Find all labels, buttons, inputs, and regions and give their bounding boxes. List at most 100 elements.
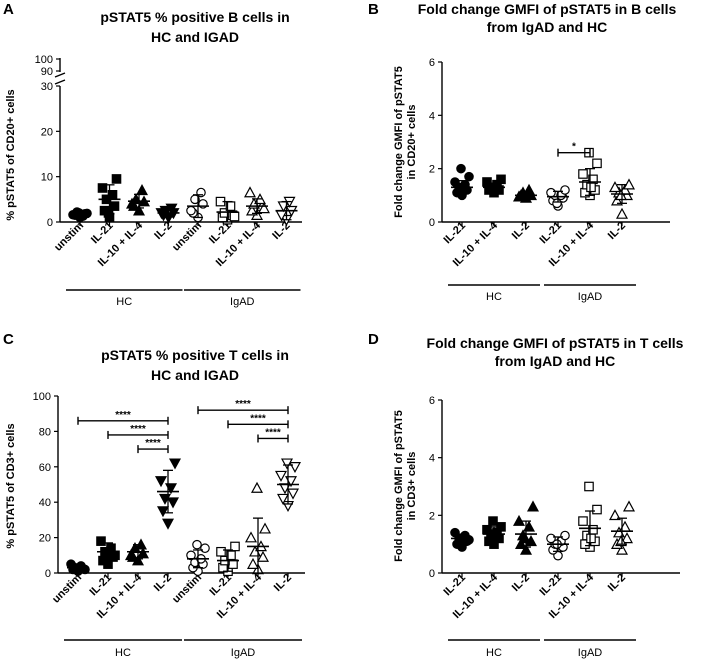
data-point (614, 189, 628, 201)
data-point (246, 557, 260, 569)
y-tick-label: 0 (429, 568, 435, 580)
data-point (80, 564, 90, 575)
significance-label: **** (130, 424, 146, 435)
data-point (496, 174, 506, 185)
data-point (450, 527, 460, 538)
y-axis-label: % pSTAT5 of CD3+ cells (5, 423, 17, 548)
x-tick-label: IL-2 (606, 572, 628, 594)
series (125, 184, 151, 216)
series (96, 536, 120, 569)
group-label: IgAD (231, 647, 256, 659)
x-tick-label: unstim (170, 571, 204, 605)
data-point (230, 541, 240, 552)
data-point (257, 202, 271, 214)
significance-label: **** (250, 413, 266, 424)
data-point (464, 171, 474, 182)
data-point (622, 500, 636, 512)
data-point (124, 549, 138, 561)
data-point (250, 481, 264, 493)
series (97, 174, 122, 223)
y-tick-label: 20 (41, 126, 53, 138)
data-point (482, 177, 492, 187)
data-point (156, 506, 170, 518)
series (608, 500, 636, 555)
x-tick-label: IL-2 (270, 220, 292, 242)
y-tick-label: 0 (47, 217, 53, 229)
data-point (192, 539, 202, 550)
data-point (560, 530, 570, 541)
group-label: HC (486, 647, 502, 659)
x-tick-label: IL-21 (537, 572, 564, 599)
significance-label: **** (145, 438, 161, 449)
data-point (186, 205, 196, 216)
significance-label: **** (115, 410, 131, 421)
y-tick-label: 40 (39, 497, 51, 509)
data-point (546, 187, 556, 198)
chart-title: HC and IGAD (151, 29, 239, 45)
x-tick-label: IL-21 (441, 572, 468, 599)
data-point (592, 504, 602, 515)
series (512, 183, 538, 203)
data-point (200, 543, 210, 554)
y-tick-label: 100 (35, 54, 53, 66)
data-point (109, 201, 120, 211)
x-tick-label: IL-2 (606, 220, 628, 242)
panel-letter: D (368, 331, 379, 348)
series (124, 538, 150, 566)
panel-D: D Fold change GMFI of pSTAT5 in T cells fr… (368, 331, 684, 659)
group-label: HC (486, 291, 502, 303)
series (216, 541, 240, 577)
data-point (154, 476, 168, 488)
data-point (135, 184, 149, 196)
y-axis-label: in CD20+ cells (406, 105, 418, 180)
data-point (245, 204, 259, 216)
data-point (518, 532, 532, 544)
data-point (229, 211, 240, 222)
chart-title: Fold change GMFI of pSTAT5 in B cells (418, 1, 677, 17)
significance-label: **** (235, 399, 251, 410)
series (215, 196, 240, 225)
data-point (526, 500, 540, 512)
data-point (244, 531, 258, 543)
y-tick-label: 100 (33, 391, 51, 403)
x-tick-label: IL-2 (152, 572, 174, 594)
chart-title: HC and IGAD (151, 367, 239, 383)
x-tick-label: IL-21 (87, 572, 114, 599)
series (482, 174, 506, 198)
data-point (620, 532, 634, 544)
data-point (592, 158, 602, 169)
series (155, 203, 180, 224)
data-point (280, 458, 294, 470)
data-point (274, 470, 288, 482)
data-point (608, 509, 622, 521)
series (68, 207, 92, 223)
data-point (286, 488, 300, 500)
panel-letter: A (3, 1, 14, 18)
x-tick-label: IL-2 (510, 572, 532, 594)
y-axis-label: Fold change GMFI of pSTAT5 (393, 66, 405, 218)
group-label: HC (116, 296, 132, 308)
series (154, 458, 182, 530)
series (66, 559, 90, 577)
y-tick-label: 6 (429, 57, 435, 69)
y-axis-label: Fold change GMFI of pSTAT5 (393, 410, 405, 562)
group-label: IgAD (578, 647, 603, 659)
data-point (288, 462, 302, 474)
x-tick-label: unstim (50, 571, 84, 605)
y-tick-label: 90 (41, 66, 53, 78)
data-point (586, 182, 596, 193)
x-tick-label: IL-2 (152, 220, 174, 242)
data-point (584, 481, 594, 492)
series (578, 481, 602, 552)
y-axis-label: % pSTAT5 of CD20+ cells (5, 89, 17, 220)
series (186, 187, 209, 223)
series (275, 196, 298, 226)
panel-letter: C (3, 331, 14, 348)
data-point (615, 543, 629, 555)
data-point (514, 537, 528, 549)
x-tick-label: IL-2 (510, 220, 532, 242)
y-tick-label: 10 (41, 172, 53, 184)
y-tick-label: 80 (39, 426, 51, 438)
y-tick-label: 4 (429, 453, 435, 465)
